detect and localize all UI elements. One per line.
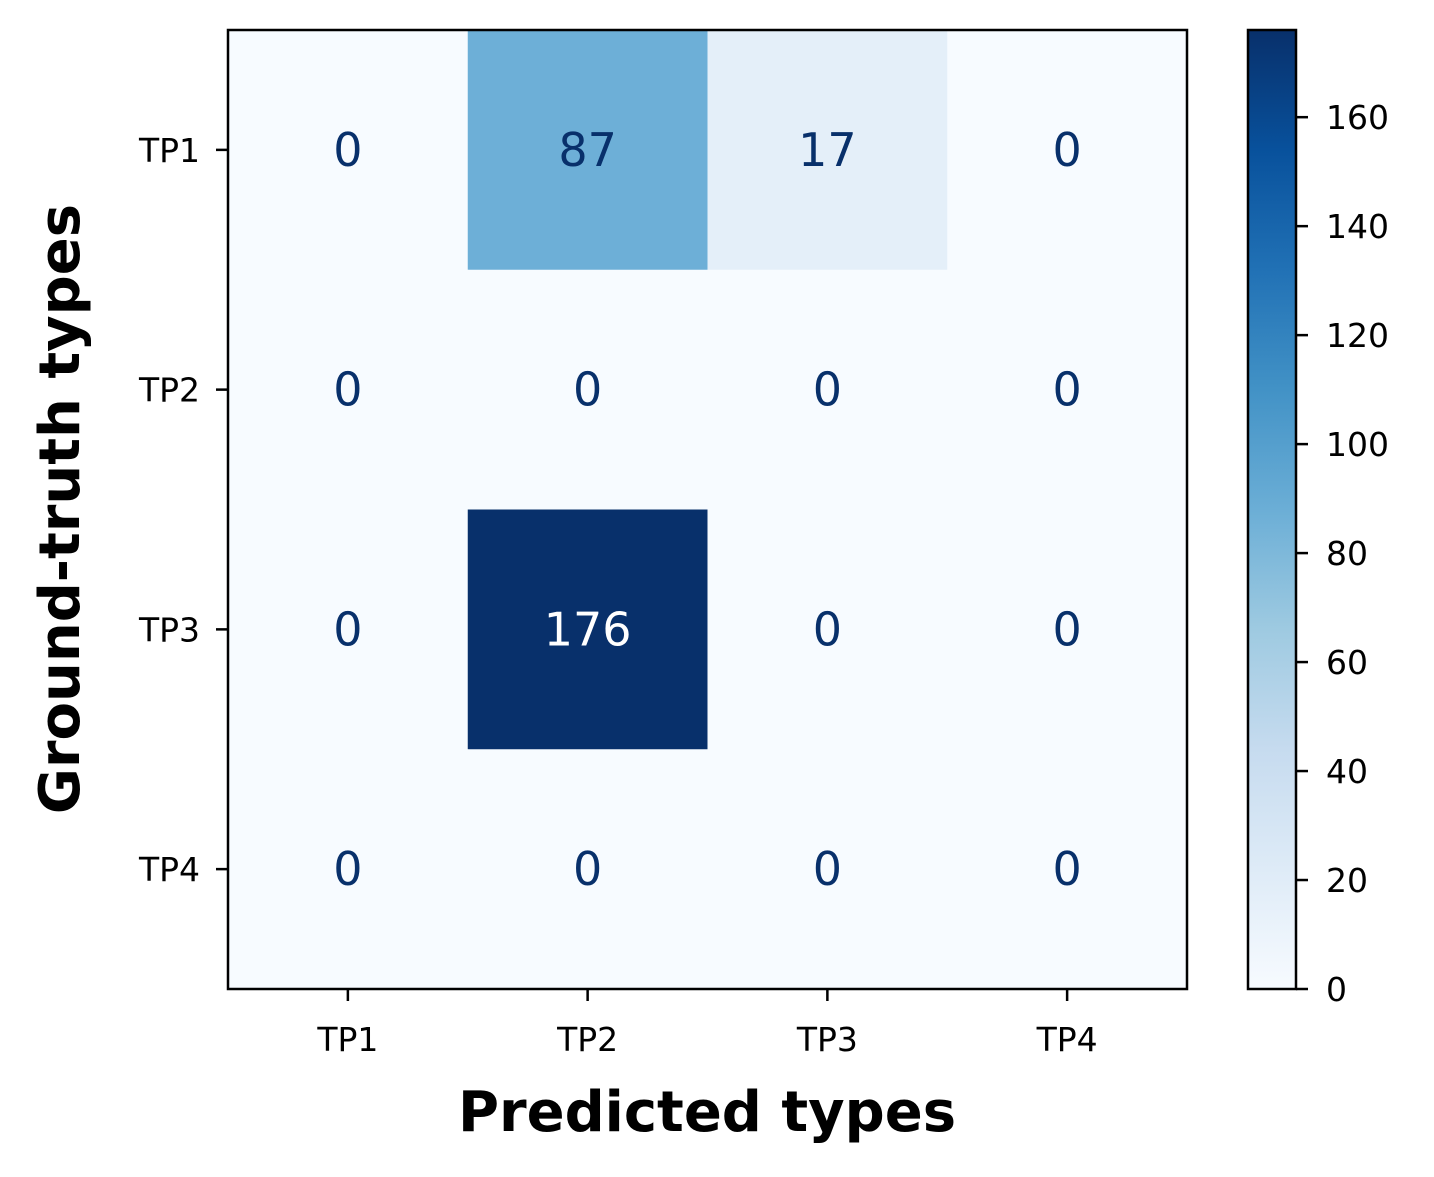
cell-value-label: 0 [813,602,842,656]
cell-value-label: 0 [813,363,842,417]
heatmap-cell-r4-c4 [947,749,1188,990]
cell-value-label: 0 [1052,602,1081,656]
y-tick-label: TP2 [138,371,200,410]
heatmap-cell-r4-c2 [467,749,708,990]
cell-value-label: 176 [544,602,632,656]
cell-value-label: 0 [333,602,362,656]
x-axis-title: Predicted types [458,1080,956,1145]
heatmap-cell-r3-c3 [707,509,948,750]
colorbar-tick-label: 140 [1326,207,1389,246]
cell-value-label: 0 [1052,123,1081,177]
cell-value-label: 87 [558,123,617,177]
colorbar [1246,28,1298,991]
cell-value-label: 17 [798,123,857,177]
heatmap-cell-r4-c3 [707,749,948,990]
cell-value-label: 0 [1052,363,1081,417]
heatmap-cell-r1-c1 [228,30,469,271]
colorbar-tick-label: 0 [1326,970,1347,1009]
cell-value-label: 0 [1052,842,1081,896]
x-axis-ticks: TP1 TP2 TP3 TP4 [316,989,1098,1059]
cell-value-label: 0 [573,363,602,417]
heatmap-cell-r1-c2 [467,30,708,271]
heatmap-cell-r2-c3 [707,269,948,510]
y-tick-label: TP4 [138,850,200,889]
cell-value-label: 0 [573,842,602,896]
colorbar-tick-label: 80 [1326,534,1368,573]
colorbar-tick-label: 100 [1326,425,1389,464]
heatmap-cell-r3-c2 [467,509,708,750]
heatmap-cell-r2-c2 [467,269,708,510]
cell-value-label: 0 [813,842,842,896]
cell-value-label: 0 [333,363,362,417]
y-axis-title: Ground-truth types [28,204,93,814]
heatmap-cell-r3-c1 [228,509,469,750]
y-tick-label: TP3 [138,610,200,649]
heatmap-cell-r4-c1 [228,749,469,990]
heatmap-cell-r2-c4 [947,269,1188,510]
heatmap-cell-r1-c4 [947,30,1188,271]
y-tick-label: TP1 [138,131,200,170]
y-axis-ticks: TP1 TP2 TP3 TP4 [138,131,228,889]
heatmap-cells [228,30,1188,990]
cell-value-label: 0 [333,842,362,896]
colorbar-tick-label: 120 [1326,316,1389,355]
colorbar-tick-label: 20 [1326,861,1368,900]
cell-labels: 0 87 17 0 0 0 0 0 0 176 0 0 0 0 0 0 [333,123,1082,896]
colorbar-ticks: 0 20 40 60 80 100 120 140 160 [1296,98,1389,1009]
heatmap-cell-r2-c1 [228,269,469,510]
x-tick-label: TP3 [796,1020,858,1059]
plot-frame [226,28,1189,991]
x-tick-label: TP1 [316,1020,378,1059]
colorbar-tick-label: 40 [1326,752,1368,791]
x-tick-label: TP4 [1036,1020,1098,1059]
colorbar-tick-label: 160 [1326,98,1389,137]
cell-value-label: 0 [333,123,362,177]
colorbar-tick-label: 60 [1326,643,1368,682]
x-tick-label: TP2 [556,1020,618,1059]
heatmap-cell-r3-c4 [947,509,1188,750]
heatmap-cell-r1-c3 [707,30,948,271]
